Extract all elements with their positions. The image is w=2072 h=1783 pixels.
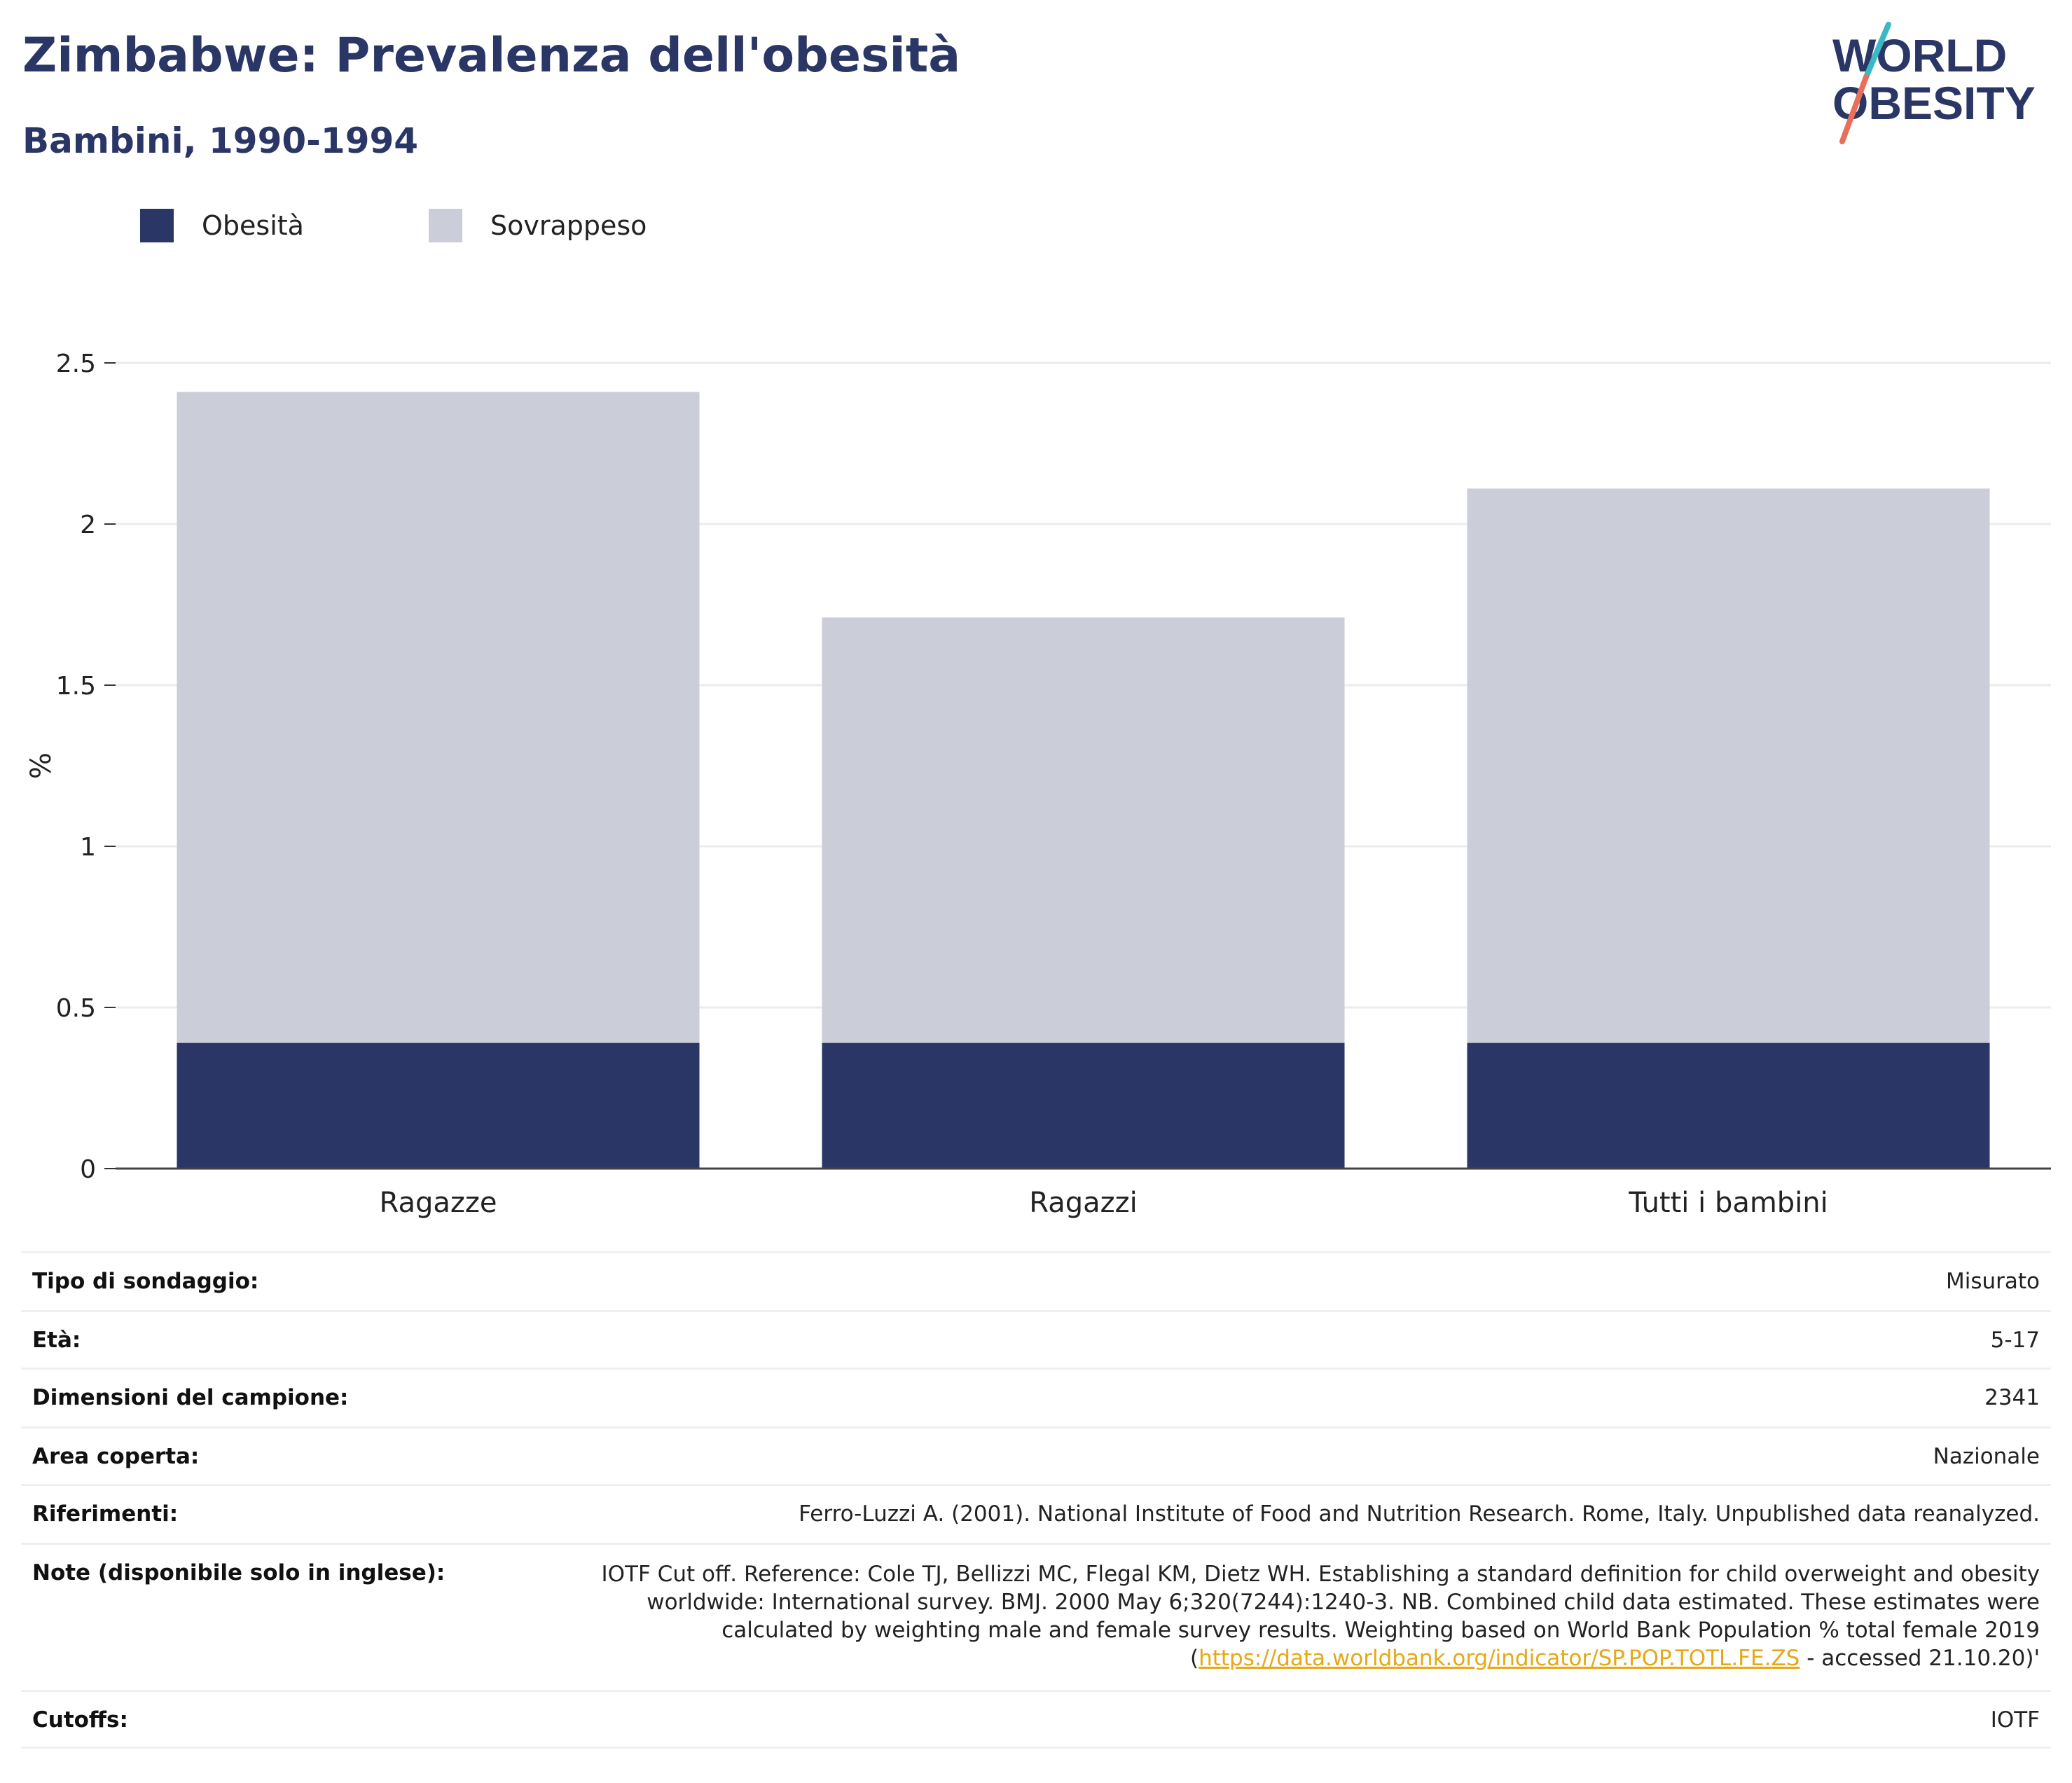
info-value: 2341 xyxy=(1984,1385,2040,1410)
note-text: IOTF Cut off. Reference: Cole TJ, Belliz… xyxy=(534,1560,2040,1672)
info-row-notes: Note (disponibile solo in inglese): IOTF… xyxy=(21,1543,2051,1690)
bar-obesity-2 xyxy=(1467,1042,1990,1169)
y-tick-label: 2.5 xyxy=(56,350,96,378)
survey-info-table: Tipo di sondaggio: Misurato Età: 5-17 Di… xyxy=(21,1251,2051,1749)
y-tick-label: 1 xyxy=(80,833,96,862)
x-tick-label: Tutti i bambini xyxy=(1628,1187,1828,1219)
info-row-survey-type: Tipo di sondaggio: Misurato xyxy=(21,1251,2051,1310)
worldbank-link[interactable]: https://data.worldbank.org/indicator/SP.… xyxy=(1199,1646,1800,1671)
bar-overweight-0 xyxy=(177,392,700,1043)
bar-overweight-1 xyxy=(822,617,1345,1043)
legend-label-obesity: Obesità xyxy=(202,210,304,241)
x-tick-label: Ragazze xyxy=(380,1187,497,1219)
info-label: Note (disponibile solo in inglese): xyxy=(32,1560,446,1585)
bar-obesity-1 xyxy=(822,1042,1345,1169)
legend-label-overweight: Sovrappeso xyxy=(490,210,647,241)
y-axis-label: % xyxy=(25,752,57,779)
info-label: Area coperta: xyxy=(32,1444,200,1469)
x-tick-label: Ragazzi xyxy=(1029,1187,1137,1219)
note-body: IOTF Cut off. Reference: Cole TJ, Belliz… xyxy=(601,1562,2040,1671)
page-title: Zimbabwe: Prevalenza dell'obesità xyxy=(22,28,961,83)
bar-overweight-2 xyxy=(1467,488,1990,1043)
page-subtitle: Bambini, 1990-1994 xyxy=(22,121,419,161)
info-value: Ferro-Luzzi A. (2001). National Institut… xyxy=(799,1501,2040,1527)
stacked-bar-chart: 0 0.5 1 1.5 2 2.5% Ragazze Ragazzi Tutti i bambi… xyxy=(25,350,2051,1219)
info-label: Tipo di sondaggio: xyxy=(32,1269,259,1294)
info-row-references: Riferimenti: Ferro-Luzzi A. (2001). Nati… xyxy=(21,1484,2051,1543)
y-tick-label: 2 xyxy=(80,511,96,539)
note-suffix: - accessed 21.10.20)' xyxy=(1800,1646,2040,1671)
info-row-sample-size: Dimensioni del campione: 2341 xyxy=(21,1368,2051,1426)
info-label: Dimensioni del campione: xyxy=(32,1385,349,1410)
info-row-area: Area coperta: Nazionale xyxy=(21,1426,2051,1484)
bar-obesity-0 xyxy=(177,1042,700,1169)
logo-text-world: WORLD xyxy=(1832,29,2007,81)
legend-swatch-obesity xyxy=(140,209,174,242)
info-value: Nazionale xyxy=(1933,1444,2040,1469)
logo-text-obesity: OBESITY xyxy=(1832,77,2036,129)
y-tick-label: 0.5 xyxy=(56,994,96,1023)
legend-swatch-overweight xyxy=(429,209,462,242)
world-obesity-logo: WORLD OBESITY xyxy=(1832,22,2036,144)
info-label: Età: xyxy=(32,1328,81,1353)
info-row-age: Età: 5-17 xyxy=(21,1310,2051,1368)
info-value: 5-17 xyxy=(1990,1328,2040,1353)
y-tick-label: 0 xyxy=(80,1155,96,1184)
info-row-cutoffs: Cutoffs: IOTF xyxy=(21,1690,2051,1749)
info-value: Misurato xyxy=(1945,1269,2040,1294)
info-value: IOTF xyxy=(1990,1707,2040,1733)
info-label: Cutoffs: xyxy=(32,1707,128,1733)
info-label: Riferimenti: xyxy=(32,1501,179,1527)
y-tick-label: 1.5 xyxy=(56,672,96,701)
